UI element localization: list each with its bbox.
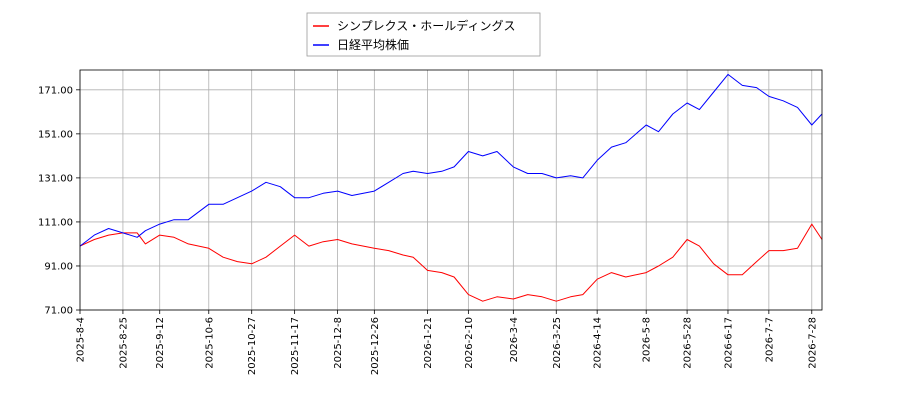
plot-background <box>80 70 822 310</box>
x-axis: 2025-8-4 2025-8-25 2025-9-12 2025-10-6 2025-… <box>76 310 818 375</box>
y-tick-label: 71.00 <box>44 306 73 317</box>
x-tick-label: 2026-4-14 <box>593 317 604 369</box>
legend: シンプレクス・ホールディングス 日経平均株価 <box>306 12 541 57</box>
y-tick-label: 91.00 <box>44 261 73 272</box>
x-tick-label: 2026-7-28 <box>807 317 818 369</box>
y-tick-label: 111.00 <box>38 217 73 228</box>
series-line-2 <box>79 73 823 247</box>
y-tick-label: 151.00 <box>38 129 73 140</box>
x-tick-label: 2025-8-25 <box>118 317 129 369</box>
x-tick-label: 2026-5-8 <box>642 317 653 362</box>
legend-label-series2: 日経平均株価 <box>337 37 409 52</box>
x-tick-label: 2025-12-8 <box>333 317 344 369</box>
x-tick-label: 2026-5-28 <box>683 317 694 369</box>
y-tick-label: 131.00 <box>38 173 73 184</box>
x-tick-label: 2026-1-21 <box>423 317 434 369</box>
x-tick-label: 2026-3-25 <box>552 317 563 369</box>
grid <box>79 70 822 311</box>
x-tick-label: 2025-12-26 <box>370 317 381 375</box>
plot-frame <box>79 69 823 311</box>
x-tick-label: 2025-10-27 <box>247 317 258 375</box>
x-tick-label: 2026-2-10 <box>464 317 475 369</box>
x-tick-label: 2025-9-12 <box>155 317 166 369</box>
x-tick-label: 2026-3-4 <box>509 317 520 362</box>
x-tick-label: 2025-8-4 <box>76 317 87 362</box>
legend-box <box>306 12 541 57</box>
y-axis: 71.00 91.00 111.00 131.00 151.00 171.00 <box>38 85 80 317</box>
y-tick-label: 171.00 <box>38 85 73 96</box>
series-line-1 <box>79 223 823 302</box>
x-tick-label: 2025-10-6 <box>204 317 215 369</box>
x-tick-label: 2025-11-17 <box>290 317 301 375</box>
x-tick-label: 2026-6-17 <box>723 317 734 369</box>
x-tick-label: 2026-7-7 <box>764 317 775 362</box>
series-layer <box>79 73 823 302</box>
legend-label-series1: シンプレクス・ホールディングス <box>337 18 515 33</box>
